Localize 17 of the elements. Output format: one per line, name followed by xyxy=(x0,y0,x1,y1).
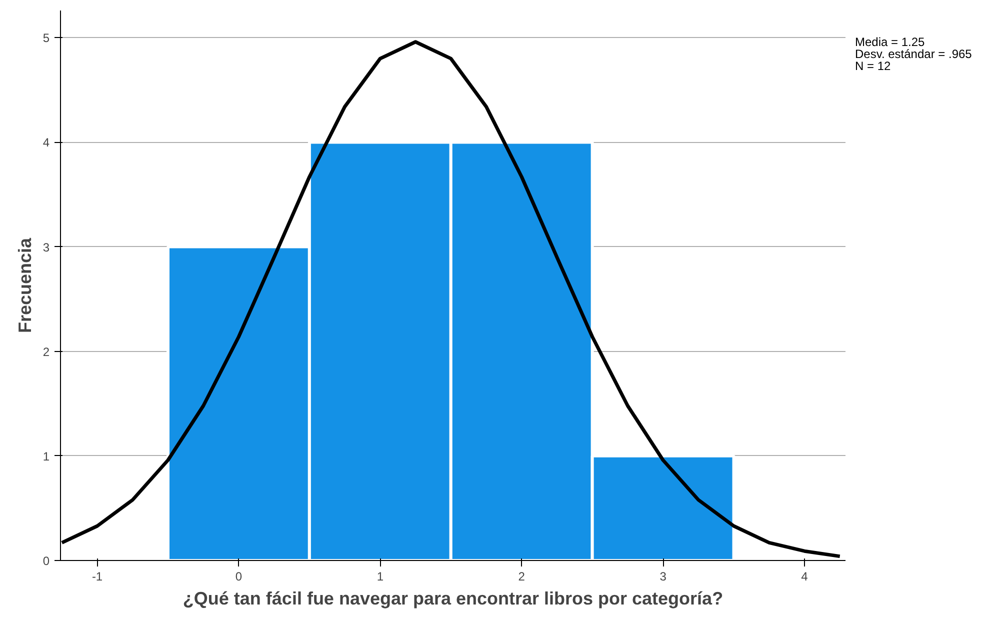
x-tick-label: -1 xyxy=(92,570,103,584)
y-tick-label: 4 xyxy=(42,136,50,150)
x-axis-title: ¿Qué tan fácil fue navegar para encontrar libros por categoría? xyxy=(182,588,724,608)
y-axis-title: Frecuencia xyxy=(14,236,35,334)
x-tick-label: 4 xyxy=(801,570,808,584)
y-tick-label: 2 xyxy=(42,344,50,359)
y-tick-label: 0 xyxy=(42,554,50,568)
x-tick-label: 0 xyxy=(235,570,242,584)
y-tick-label: 3 xyxy=(42,240,50,254)
y-tick-label: 5 xyxy=(42,31,50,46)
x-tick-label: 3 xyxy=(660,570,667,584)
x-tick-label: 2 xyxy=(518,570,526,584)
text: Media = 1.25 xyxy=(855,35,925,49)
text: Desv. estándar = .965 xyxy=(855,47,972,61)
x-tick-label: 1 xyxy=(376,570,384,584)
text: N = 12 xyxy=(855,59,891,73)
y-tick-label: 1 xyxy=(42,449,50,464)
